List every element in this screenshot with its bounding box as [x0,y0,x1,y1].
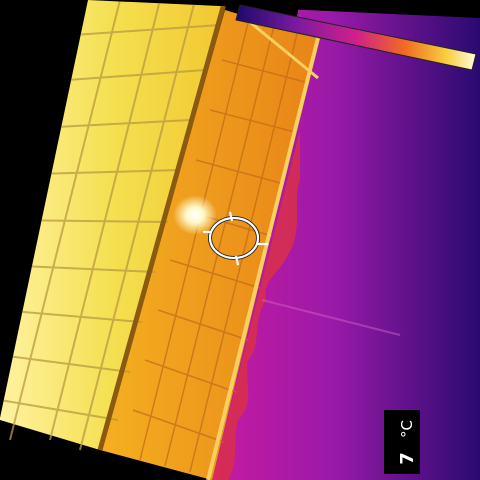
frame-edge-right [206,37,320,480]
frame-diagonal [239,12,319,80]
hot-spot [173,195,217,235]
warm-boundary-band [212,130,300,480]
temperature-unit: °C [398,420,417,438]
temperature-readout: °C 7 [384,410,420,474]
cold-seam-line [261,299,401,336]
grid-lines-right [132,14,306,473]
color-scale-bar [235,4,477,71]
window-panel-right [100,10,318,480]
crosshair-icon [203,211,268,266]
temperature-value: 7 [397,452,419,465]
frame-mullion [97,0,228,451]
